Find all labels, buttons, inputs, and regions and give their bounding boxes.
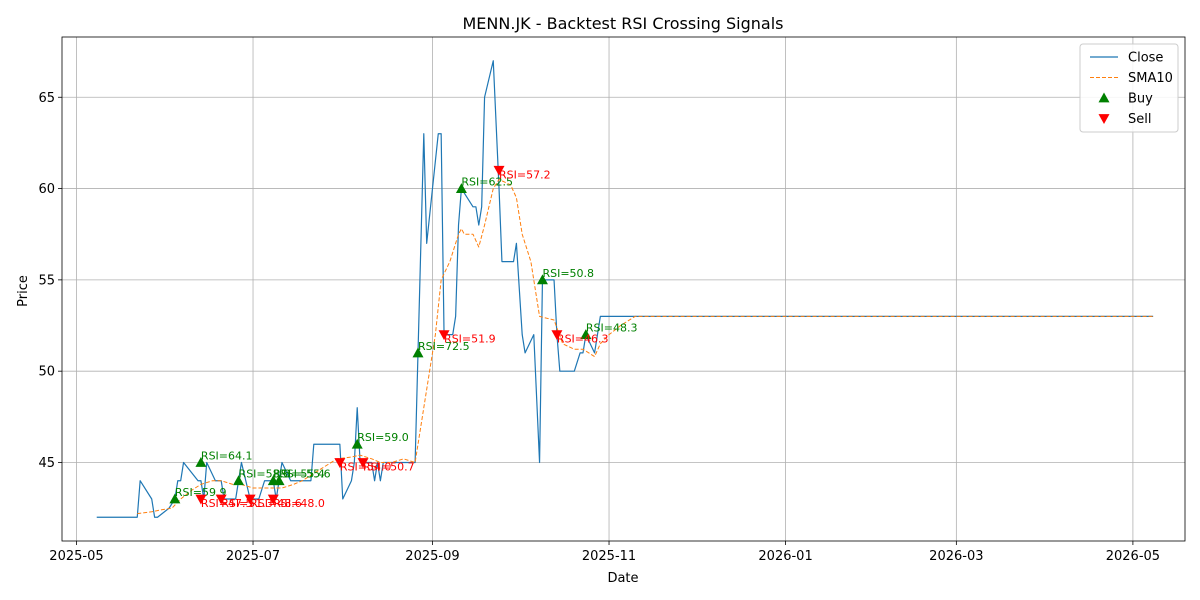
sell-marker [244, 494, 256, 505]
sell-annotation: RSI=47.5 [201, 497, 253, 510]
sell-annotation: RSI=50.7 [363, 460, 415, 473]
legend-label: Close [1128, 51, 1163, 66]
legend-buy-icon [1098, 92, 1110, 103]
sell-annotation: RSI=51.3 [221, 497, 273, 510]
buy-annotation: RSI=59.0 [357, 431, 409, 444]
sell-marker [215, 494, 227, 505]
buy-marker [536, 274, 548, 285]
buy-annotation: RSI=48.3 [586, 322, 638, 335]
y-axis: 45 50 55 60 65 [38, 91, 62, 471]
legend-label: Buy [1128, 92, 1153, 107]
sell-annotation: RSI=51.9 [444, 333, 496, 346]
x-tick-label: 2025-11 [582, 549, 636, 564]
plot-background [62, 37, 1185, 541]
legend-label: SMA10 [1128, 71, 1173, 86]
y-tick-label: 60 [38, 182, 55, 197]
sell-annotation: RSI=54.0 [340, 460, 392, 473]
signal-markers: RSI=59.9 RSI=64.1 RSI=58.6RSI=55.4RSI=55.6… [169, 165, 638, 510]
buy-annotation: RSI=72.5 [418, 340, 470, 353]
sell-annotation: RSI=57.2 [499, 168, 551, 181]
x-axis-label: Date [607, 571, 638, 586]
sell-marker [357, 458, 369, 468]
sell-marker [493, 165, 505, 176]
series-close-line [96, 60, 1154, 518]
y-tick-label: 55 [38, 273, 55, 288]
chart-title: MENN.JK - Backtest RSI Crossing Signals [463, 14, 784, 33]
sell-marker [438, 330, 450, 341]
y-tick-label: 45 [38, 456, 55, 471]
buy-marker [351, 438, 363, 449]
x-tick-label: 2025-07 [226, 549, 280, 564]
buy-marker [455, 183, 467, 193]
buy-annotation: RSI=55.4 [273, 468, 325, 481]
y-tick-label: 65 [38, 91, 55, 106]
x-tick-label: 2026-03 [929, 549, 983, 564]
x-tick-label: 2025-09 [405, 549, 459, 564]
plot-frame [61, 36, 1186, 542]
sell-annotation: RSI=46.3 [557, 333, 609, 346]
plot-area [62, 37, 1185, 541]
sell-marker [551, 330, 563, 341]
buy-marker [233, 475, 245, 486]
y-axis-label: Price [16, 275, 31, 307]
sell-marker [195, 494, 207, 505]
buy-marker [580, 329, 592, 340]
sell-annotation: RSI=48.0 [273, 497, 325, 510]
x-tick-label: 2025-05 [49, 549, 103, 564]
legend-label: Sell [1128, 112, 1151, 127]
buy-annotation: RSI=58.6 [239, 468, 291, 481]
buy-marker [169, 493, 181, 504]
buy-annotation: RSI=64.1 [201, 449, 253, 462]
legend: Close SMA10 Buy Sell [1079, 43, 1179, 133]
buy-marker [412, 347, 424, 358]
series-lines [96, 60, 1154, 518]
buy-marker [273, 475, 285, 486]
gridlines [62, 37, 1185, 541]
x-tick-label: 2026-01 [758, 549, 812, 564]
x-tick-label: 2026-05 [1106, 549, 1160, 564]
buy-annotation: RSI=62.5 [461, 176, 513, 189]
buy-annotation: RSI=50.8 [542, 267, 594, 280]
series-sma10-line [137, 178, 1154, 515]
legend-box [1079, 43, 1179, 133]
sell-marker [267, 494, 279, 505]
sell-annotation: RSI=48.6 [250, 497, 302, 510]
legend-sell-icon [1098, 114, 1110, 124]
sell-marker [334, 458, 346, 468]
plot-border [61, 36, 1186, 542]
buy-annotation: RSI=59.9 [175, 486, 227, 499]
x-axis: 2025-05 2025-07 2025-09 2025-11 2026-01 2026-… [49, 541, 1160, 564]
buy-annotation: RSI=55.6 [279, 468, 331, 481]
buy-marker [195, 456, 207, 467]
y-tick-label: 50 [38, 365, 55, 380]
